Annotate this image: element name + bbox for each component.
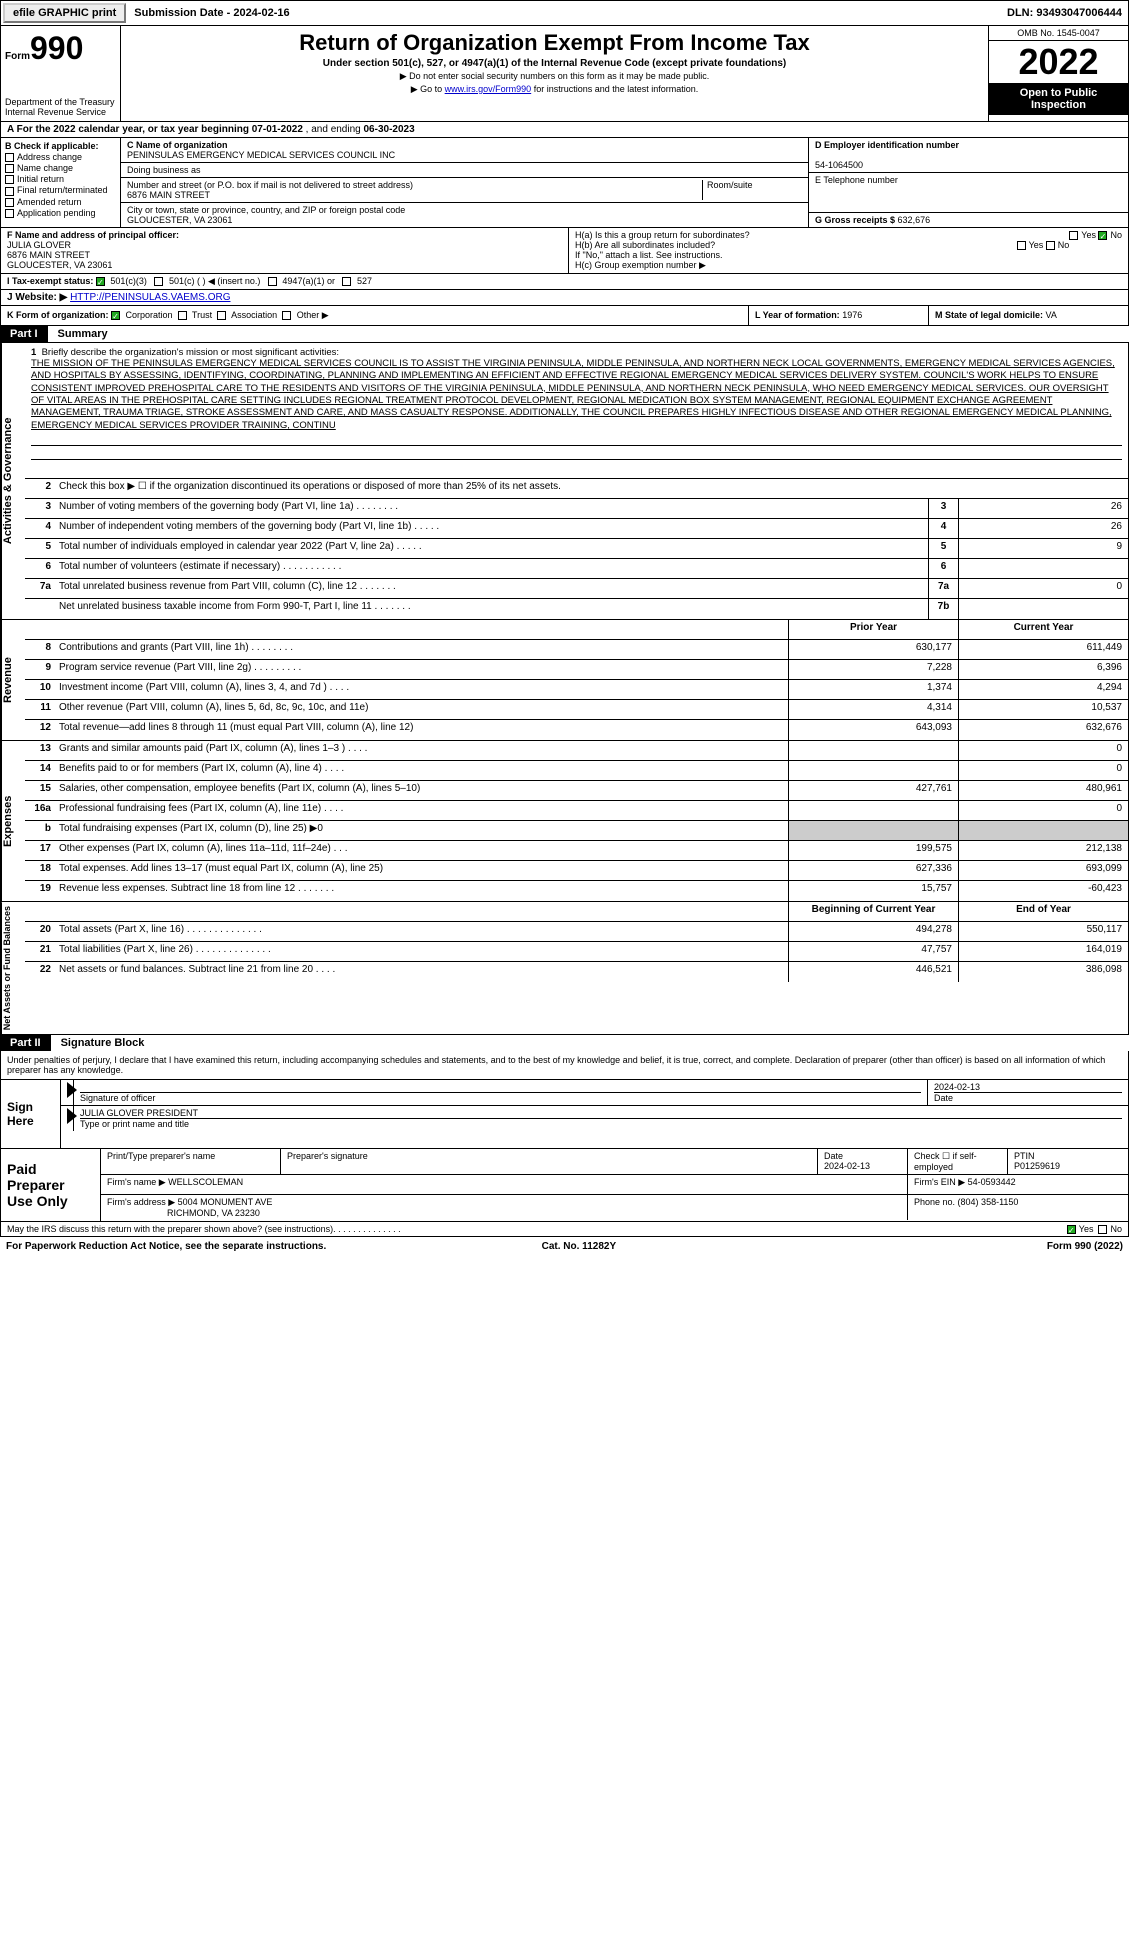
- section-b: B Check if applicable: Address change Na…: [1, 138, 121, 227]
- side-label-expenses: Expenses: [1, 741, 25, 901]
- section-f: F Name and address of principal officer:…: [1, 228, 568, 273]
- dln: DLN: 93493047006444: [1001, 5, 1128, 21]
- form-title: Return of Organization Exempt From Incom…: [129, 30, 980, 56]
- side-label-revenue: Revenue: [1, 620, 25, 740]
- form-note-2: ▶ Go to www.irs.gov/Form990 for instruct…: [129, 84, 980, 95]
- side-label-netassets: Net Assets or Fund Balances: [1, 902, 25, 1034]
- website-link[interactable]: HTTP://PENINSULAS.VAEMS.ORG: [70, 292, 230, 303]
- discuss-row: May the IRS discuss this return with the…: [0, 1222, 1129, 1237]
- section-h: H(a) Is this a group return for subordin…: [568, 228, 1128, 273]
- efile-button[interactable]: efile GRAPHIC print: [3, 3, 126, 23]
- sign-here-block: Sign Here Signature of officer 2024-02-1…: [0, 1080, 1129, 1149]
- line-a: A For the 2022 calendar year, or tax yea…: [0, 122, 1129, 138]
- signature-declaration: Under penalties of perjury, I declare th…: [0, 1051, 1129, 1080]
- part-1-header: Part I Summary: [0, 326, 1129, 342]
- form-subtitle: Under section 501(c), 527, or 4947(a)(1)…: [129, 58, 980, 69]
- tax-year: 2022: [989, 41, 1128, 83]
- section-j: J Website: ▶ HTTP://PENINSULAS.VAEMS.ORG: [0, 290, 1129, 306]
- footer: For Paperwork Reduction Act Notice, see …: [0, 1237, 1129, 1256]
- irs-link[interactable]: www.irs.gov/Form990: [445, 84, 532, 94]
- section-d: D Employer identification number54-10645…: [808, 138, 1128, 227]
- part-2-header: Part II Signature Block: [0, 1035, 1129, 1051]
- form-note-1: ▶ Do not enter social security numbers o…: [129, 71, 980, 82]
- section-i: I Tax-exempt status: ✓ 501(c)(3) 501(c) …: [0, 274, 1129, 290]
- form-number: Form990: [5, 30, 116, 67]
- mission-block: 1 Briefly describe the organization's mi…: [25, 343, 1128, 479]
- form-header: Form990 Department of the Treasury Inter…: [0, 26, 1129, 122]
- section-l: L Year of formation: 1976: [748, 306, 928, 325]
- section-k: K Form of organization: ✓ Corporation Tr…: [1, 306, 748, 325]
- dept-treasury: Department of the Treasury Internal Reve…: [5, 97, 116, 117]
- paid-preparer-block: Paid Preparer Use Only Print/Type prepar…: [0, 1149, 1129, 1222]
- open-inspection: Open to Public Inspection: [989, 83, 1128, 115]
- omb-number: OMB No. 1545-0047: [989, 26, 1128, 41]
- submission-date-label: Submission Date - 2024-02-16: [128, 5, 295, 21]
- side-label-activities: Activities & Governance: [1, 343, 25, 619]
- top-bar: efile GRAPHIC print Submission Date - 20…: [0, 0, 1129, 26]
- section-c: C Name of organizationPENINSULAS EMERGEN…: [121, 138, 808, 227]
- section-m: M State of legal domicile: VA: [928, 306, 1128, 325]
